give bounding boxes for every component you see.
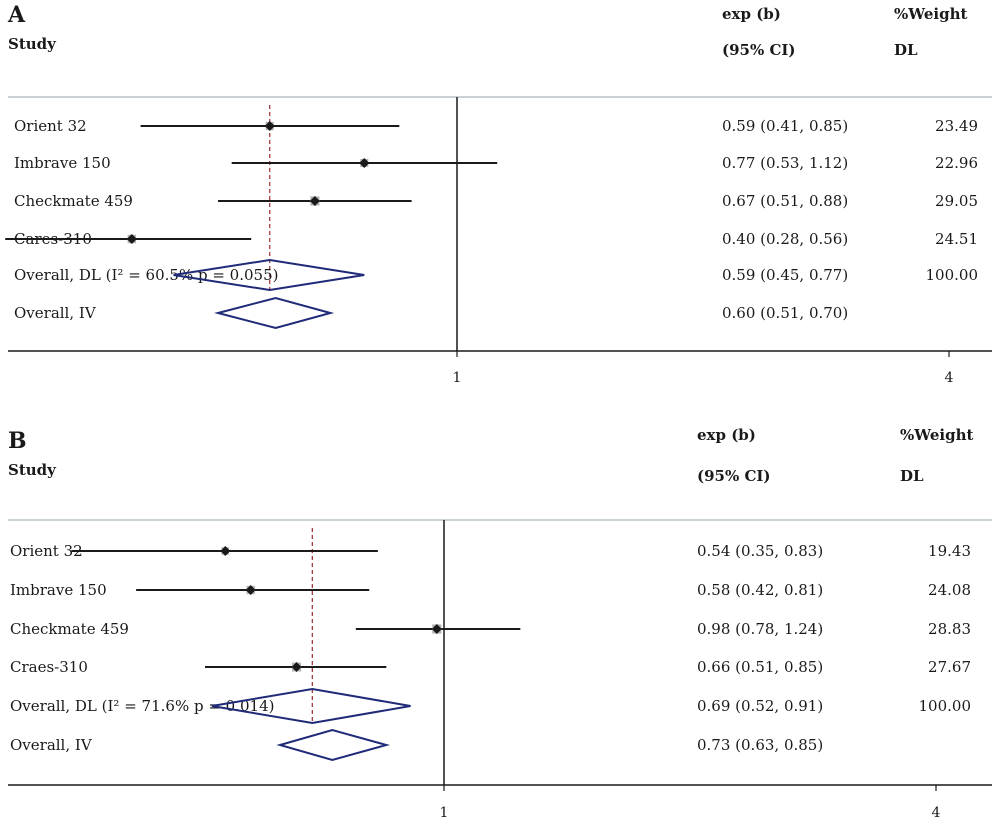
weight-value: 22.96 — [935, 154, 978, 172]
pooled-estimate-diamond — [173, 258, 365, 292]
weight-method-header: DL — [900, 467, 924, 485]
forest-panel-b: B Study exp (b) (95% CI) %Weight DL Orient 32 0… — [8, 426, 992, 821]
effect-estimate-value: 0.59 (0.41, 0.85) — [722, 117, 848, 135]
point-estimate-marker — [126, 234, 137, 244]
effect-estimate-value: 0.66 (0.51, 0.85) — [697, 658, 823, 676]
effect-estimate-value: 0.77 (0.53, 1.12) — [722, 154, 848, 172]
pooled-estimate-diamond — [214, 296, 335, 330]
effect-estimate-value: 0.58 (0.42, 0.81) — [697, 581, 823, 599]
x-axis-tick-label: 4 — [932, 805, 941, 821]
x-axis-tick-label: 1 — [453, 370, 462, 386]
overall-label: Overall, DL (I² = 71.6% p = 0.014) — [10, 697, 274, 715]
study-label: Craes-310 — [10, 658, 88, 676]
ci-column-header: (95% CI) — [697, 467, 771, 485]
weight-method-header: DL — [894, 41, 918, 59]
weight-value: 29.05 — [935, 192, 978, 210]
weight-value: 23.49 — [935, 117, 978, 135]
x-axis-tick-label: 1 — [440, 805, 449, 821]
overall-effect-value: 0.59 (0.45, 0.77) — [722, 266, 848, 284]
point-estimate-marker — [220, 546, 231, 556]
effect-column-header: exp (b) — [722, 5, 781, 23]
x-axis-tick-label: 4 — [945, 370, 954, 386]
point-estimate-marker — [264, 121, 275, 131]
weight-value: 24.08 — [928, 581, 971, 599]
study-label: Orient 32 — [10, 542, 83, 560]
panel-label: A — [7, 2, 26, 28]
ci-column-header: (95% CI) — [722, 41, 796, 59]
study-label: Checkmate 459 — [10, 620, 129, 638]
study-label: Orient 32 — [14, 117, 87, 135]
weight-column-header: %Weight — [894, 5, 968, 23]
study-label: Imbrave 150 — [14, 154, 111, 172]
point-estimate-marker — [245, 585, 256, 595]
study-label: Checkmate 459 — [14, 192, 133, 210]
weight-value: 27.67 — [928, 658, 971, 676]
effect-estimate-value: 0.67 (0.51, 0.88) — [722, 192, 848, 210]
pooled-estimate-diamond — [211, 687, 411, 725]
study-column-header: Study — [8, 461, 57, 479]
weight-column-header: %Weight — [900, 426, 974, 444]
overall-label: Overall, IV — [10, 736, 93, 754]
effect-estimate-value: 0.98 (0.78, 1.24) — [697, 620, 823, 638]
overall-effect-value: 0.60 (0.51, 0.70) — [722, 304, 848, 322]
weight-value: 28.83 — [928, 620, 971, 638]
overall-weight-value: 100.00 — [926, 266, 979, 284]
panel-label: B — [8, 428, 27, 454]
weight-value: 19.43 — [928, 542, 971, 560]
forest-panel-a: A Study exp (b) (95% CI) %Weight DL Orient 32 0… — [5, 2, 992, 386]
point-estimate-marker — [291, 662, 302, 672]
effect-column-header: exp (b) — [697, 426, 756, 444]
study-column-header: Study — [8, 35, 57, 53]
point-estimate-marker — [431, 624, 442, 634]
effect-estimate-value: 0.54 (0.35, 0.83) — [697, 542, 823, 560]
overall-weight-value: 100.00 — [919, 697, 972, 715]
point-estimate-marker — [309, 196, 320, 206]
pooled-estimate-diamond — [276, 728, 391, 762]
overall-effect-value: 0.69 (0.52, 0.91) — [697, 697, 823, 715]
overall-label: Overall, IV — [14, 304, 97, 322]
effect-estimate-value: 0.40 (0.28, 0.56) — [722, 230, 848, 248]
weight-value: 24.51 — [935, 230, 978, 248]
overall-effect-value: 0.73 (0.63, 0.85) — [697, 736, 823, 754]
point-estimate-marker — [359, 158, 370, 168]
overall-label: Overall, DL (I² = 60.5% p = 0.055) — [14, 266, 278, 284]
study-label: Imbrave 150 — [10, 581, 107, 599]
